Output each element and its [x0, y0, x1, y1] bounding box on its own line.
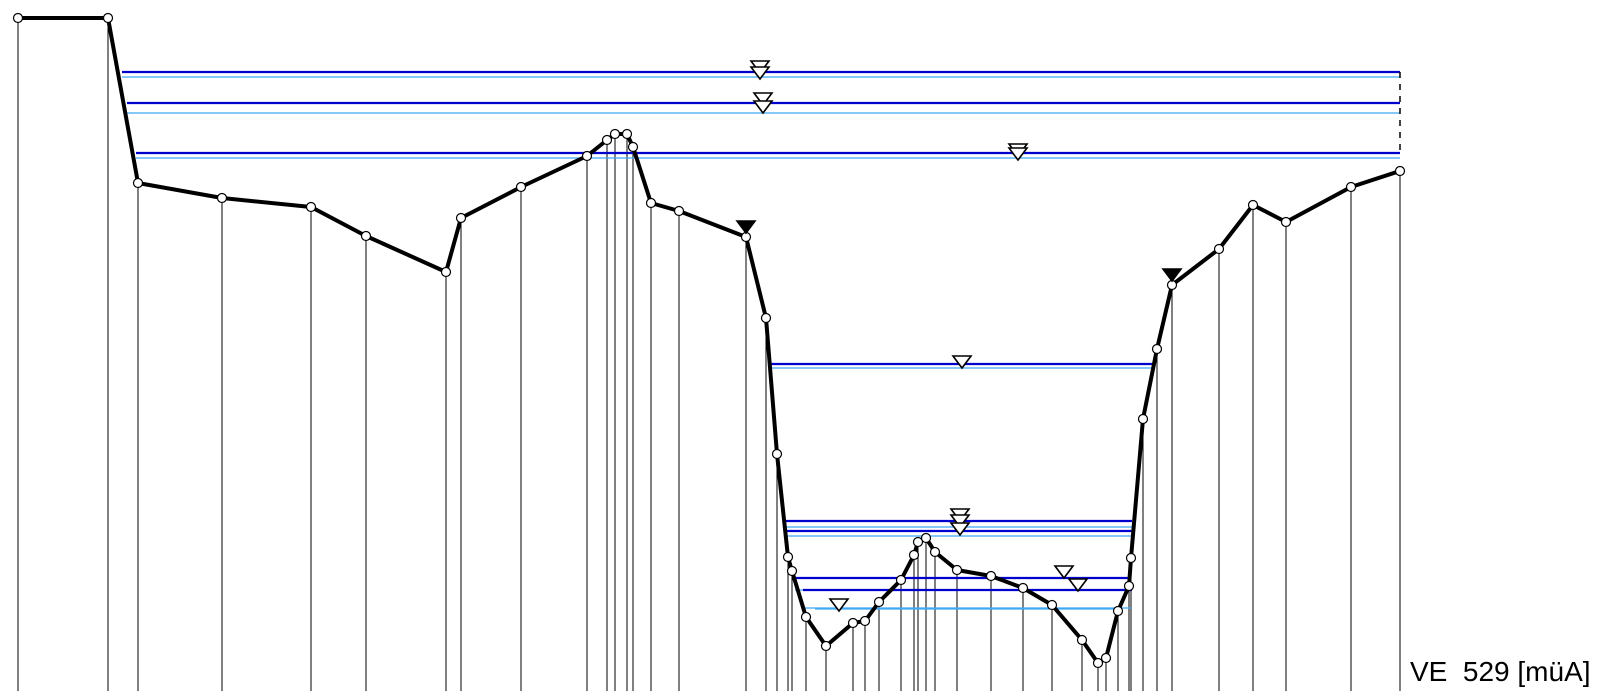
water-surface-triangle-icon — [752, 100, 774, 115]
water-surface-triangle-icon — [949, 514, 971, 529]
survey-point — [621, 128, 633, 140]
survey-point — [847, 617, 859, 629]
survey-point — [609, 128, 621, 140]
survey-point — [912, 536, 924, 548]
survey-point — [1123, 580, 1135, 592]
level-markers — [735, 60, 1183, 613]
water-surface-triangle-icon — [749, 66, 771, 81]
survey-point — [305, 201, 317, 213]
survey-point — [929, 546, 941, 558]
survey-point — [1394, 165, 1406, 177]
survey-point — [1137, 413, 1149, 425]
survey-point — [1100, 652, 1112, 664]
survey-point — [920, 532, 932, 544]
vertical-exaggeration-label: VE 529 [müA] — [1410, 656, 1591, 687]
survey-point — [895, 574, 907, 586]
survey-point — [1112, 605, 1124, 617]
filled-triangle-marker-icon — [1161, 268, 1183, 283]
survey-point — [515, 181, 527, 193]
survey-point — [782, 551, 794, 563]
filled-triangle-marker-icon — [735, 220, 757, 235]
survey-point — [1151, 343, 1163, 355]
water-surface-triangle-icon — [1067, 578, 1089, 593]
water-surface-triangle-icon — [752, 92, 774, 107]
survey-point — [908, 549, 920, 561]
survey-point — [1213, 243, 1225, 255]
survey-point — [216, 192, 228, 204]
water-surface-triangle-icon — [951, 355, 973, 370]
survey-point — [1280, 216, 1292, 228]
water-surface-triangle-icon — [828, 598, 850, 613]
survey-point — [859, 615, 871, 627]
survey-point — [102, 12, 114, 24]
survey-point — [985, 570, 997, 582]
water-levels — [122, 70, 1401, 610]
survey-point — [800, 611, 812, 623]
ground-profile — [12, 12, 1406, 669]
survey-point — [440, 266, 452, 278]
water-surface-triangle-icon — [949, 522, 971, 537]
survey-point — [1076, 634, 1088, 646]
survey-point — [1345, 181, 1357, 193]
survey-point — [1247, 199, 1259, 211]
survey-point — [1017, 582, 1029, 594]
survey-point — [1092, 657, 1104, 669]
survey-point — [820, 640, 832, 652]
survey-point — [673, 205, 685, 217]
survey-point — [951, 564, 963, 576]
vertical-stations — [17, 18, 1401, 691]
survey-point — [627, 141, 639, 153]
water-surface-triangle-icon — [1053, 565, 1075, 580]
survey-point — [455, 212, 467, 224]
survey-point — [581, 150, 593, 162]
survey-point — [645, 197, 657, 209]
survey-point — [1125, 552, 1137, 564]
survey-point — [786, 565, 798, 577]
survey-point — [873, 596, 885, 608]
survey-point — [12, 12, 24, 24]
survey-point — [760, 312, 772, 324]
survey-point — [360, 230, 372, 242]
survey-point — [771, 448, 783, 460]
survey-point — [1046, 599, 1058, 611]
ground-line — [18, 16, 1401, 665]
survey-point — [601, 134, 613, 146]
water-surface-triangle-icon — [1007, 147, 1029, 162]
survey-point — [132, 177, 144, 189]
